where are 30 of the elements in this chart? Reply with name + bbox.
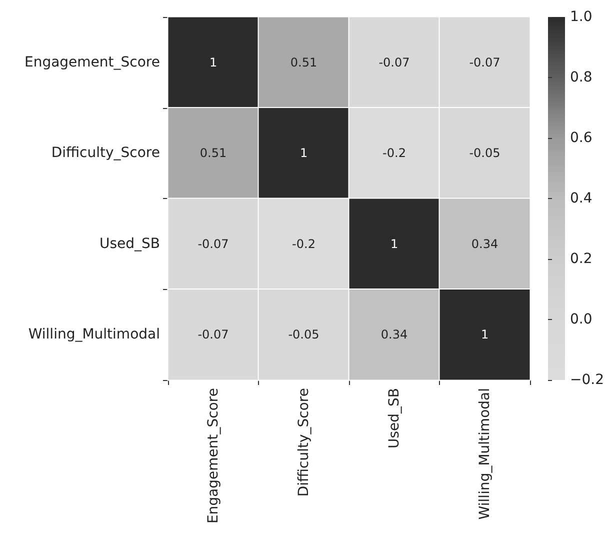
color-bar-label: 0.8 [570,70,592,86]
data-label: 0.34 [471,236,498,251]
data-label: 1 [209,55,218,70]
y-tick-label: Difficulty_Score [51,145,160,162]
data-label: 0.34 [380,328,408,342]
data-label: 0.51 [290,55,318,70]
data-label: -0.07 [378,55,410,70]
color-bar-label: −0.2 [570,372,604,388]
data-label: 1 [390,236,398,251]
data-label: -0.05 [469,146,500,160]
data-label: -0.2 [382,146,406,160]
color-bar-label: 0.0 [570,312,592,328]
x-tick-label: Used_SB [386,388,402,449]
y-tick-label: Engagement_Score [24,54,160,70]
data-label: 1 [300,146,308,160]
x-tick-label: Willing_Multimodal [476,388,493,520]
color-bar-label: 0.6 [570,130,592,146]
color-bar-label: 0.4 [570,190,592,206]
data-label: 0.51 [200,146,227,160]
x-tick-label: Difficulty_Score [296,388,312,497]
y-tick-label: Used_SB [99,236,160,252]
data-label: -0.07 [198,236,229,251]
data-label: -0.07 [198,328,229,342]
data-label: -0.2 [292,236,316,251]
data-label: 1 [480,328,489,342]
data-label: -0.05 [288,328,320,342]
color-bar-label: 1.0 [570,9,592,25]
y-tick-label: Willing_Multimodal [28,326,160,343]
data-label: -0.07 [469,55,500,70]
color-bar-label: 0.2 [570,251,592,267]
